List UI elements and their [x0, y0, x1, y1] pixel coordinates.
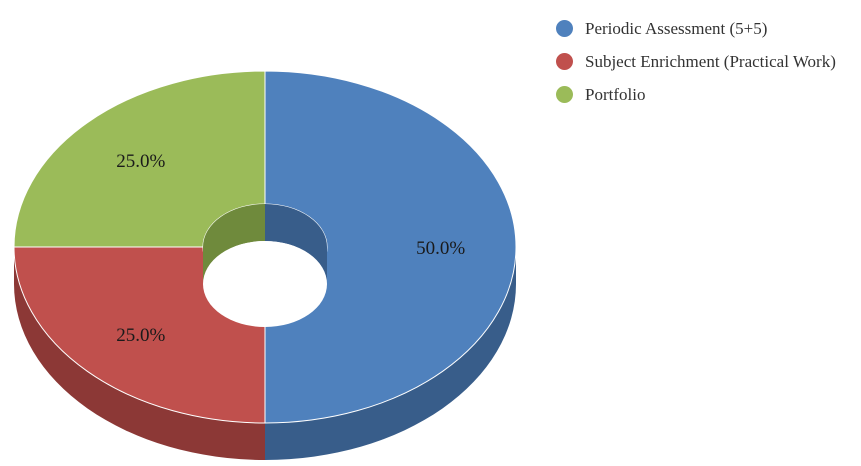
slice-side-1	[14, 247, 265, 460]
legend-item-portfolio[interactable]: Portfolio	[556, 78, 836, 111]
legend-label-periodic-assessment: Periodic Assessment (5+5)	[585, 18, 768, 38]
slice-label-1: 25.0%	[116, 325, 165, 346]
donut-hole	[203, 241, 327, 327]
legend-marker-subject-enrichment	[556, 53, 573, 70]
chart-legend: Periodic Assessment (5+5) Subject Enrich…	[556, 12, 836, 111]
legend-marker-periodic-assessment	[556, 20, 573, 37]
slice-inner-wall-0-0	[265, 204, 327, 284]
legend-label-portfolio: Portfolio	[585, 84, 646, 104]
legend-marker-portfolio	[556, 86, 573, 103]
slice-label-0: 50.0%	[416, 238, 465, 259]
slice-inner-wall-2-1	[203, 204, 265, 284]
legend-item-subject-enrichment[interactable]: Subject Enrichment (Practical Work)	[556, 45, 836, 78]
legend-item-periodic-assessment[interactable]: Periodic Assessment (5+5)	[556, 12, 836, 45]
slice-side-0	[265, 247, 516, 460]
legend-label-subject-enrichment: Subject Enrichment (Practical Work)	[585, 51, 836, 71]
slice-label-2: 25.0%	[116, 151, 165, 172]
